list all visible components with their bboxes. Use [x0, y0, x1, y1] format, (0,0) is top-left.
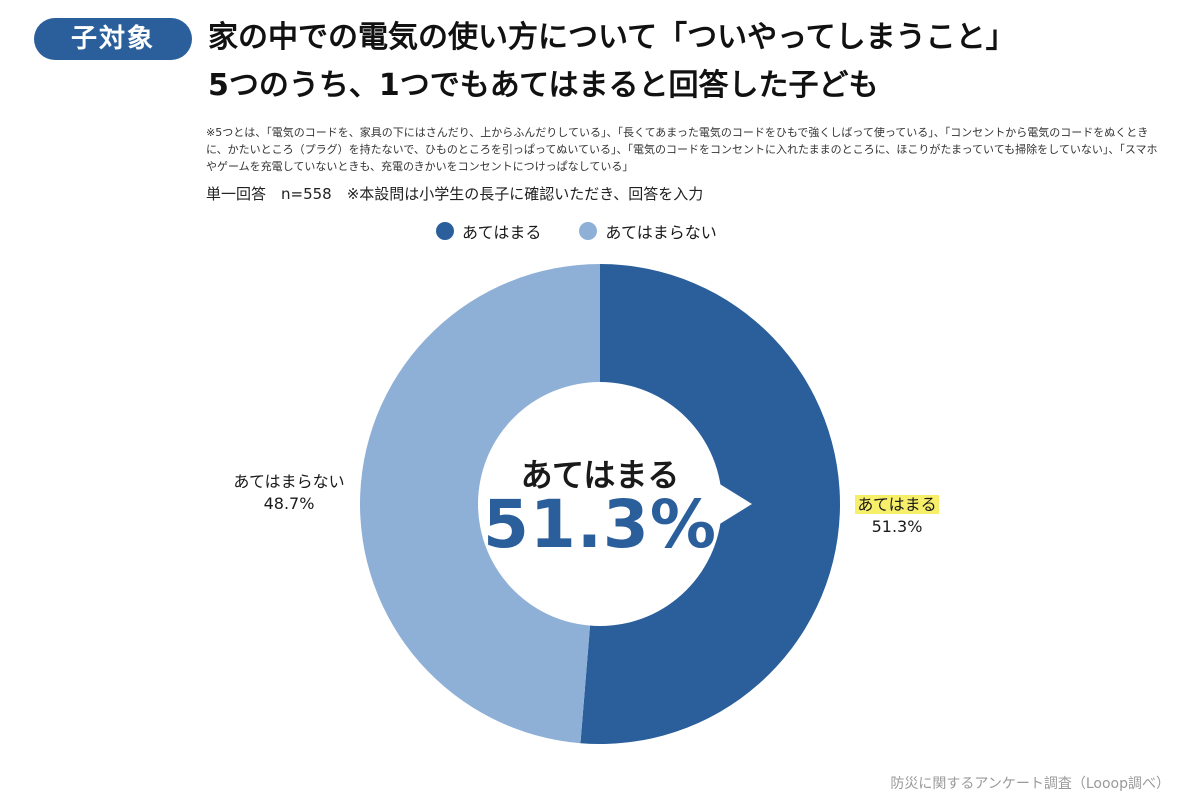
- center-bubble: [478, 382, 752, 626]
- slice-label-not-applies: あてはまらない 48.7%: [224, 471, 354, 515]
- slice-label-applies-name: あてはまる: [855, 495, 939, 514]
- slice-label-not-applies-name: あてはまらない: [233, 472, 345, 491]
- center-label: あてはまる: [520, 456, 680, 494]
- legend-swatch-applies: [436, 222, 454, 240]
- survey-meta: 単一回答 n=558 ※本設問は小学生の長子に確認いただき、回答を入力: [206, 185, 704, 203]
- slice-label-applies-value: 51.3%: [871, 517, 923, 536]
- target-badge: 子対象: [34, 18, 192, 60]
- legend-item-not-applies: あてはまらない: [579, 219, 717, 243]
- legend-label-not-applies: あてはまらない: [605, 223, 717, 242]
- legend: あてはまる あてはまらない: [436, 219, 717, 243]
- chart-title: 家の中での電気の使い方について「ついやってしまうこと」 5つのうち、1つでもあて…: [208, 14, 1016, 110]
- slice-label-applies: あてはまる 51.3%: [842, 494, 952, 538]
- source-note: 防災に関するアンケート調査（Looop調べ）: [890, 776, 1170, 792]
- legend-item-applies: あてはまる: [436, 219, 541, 243]
- footnote: ※5つとは、「電気のコードを、家具の下にはさんだり、上からふんだりしている」、「…: [206, 126, 1158, 173]
- legend-label-applies: あてはまる: [462, 223, 542, 242]
- center-value: 51.3%: [483, 486, 717, 563]
- title-line-2: 5つのうち、1つでもあてはまると回答した子ども: [208, 68, 879, 103]
- title-line-1: 家の中での電気の使い方について「ついやってしまうこと」: [208, 20, 1016, 55]
- legend-swatch-not-applies: [579, 222, 598, 240]
- slice-label-not-applies-value: 48.7%: [263, 494, 315, 513]
